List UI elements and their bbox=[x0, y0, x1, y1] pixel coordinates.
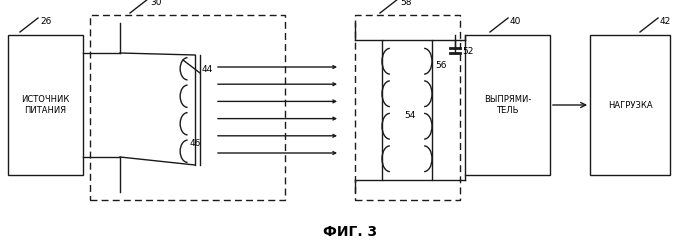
Text: ИСТОЧНИК
ПИТАНИЯ: ИСТОЧНИК ПИТАНИЯ bbox=[21, 95, 70, 115]
Bar bbox=[590, 35, 670, 175]
Text: 58: 58 bbox=[400, 0, 412, 7]
Text: 46: 46 bbox=[190, 138, 201, 148]
Text: 44: 44 bbox=[202, 64, 213, 74]
Bar bbox=[465, 35, 550, 175]
Text: 56: 56 bbox=[435, 61, 447, 70]
Text: ФИГ. 3: ФИГ. 3 bbox=[323, 225, 377, 239]
Text: ВЫПРЯМИ-
ТЕЛЬ: ВЫПРЯМИ- ТЕЛЬ bbox=[484, 95, 531, 115]
Text: 26: 26 bbox=[40, 17, 51, 26]
Bar bbox=[355, 15, 460, 200]
Text: 30: 30 bbox=[150, 0, 161, 7]
Bar bbox=[90, 15, 285, 200]
Bar bbox=[8, 35, 83, 175]
Text: 52: 52 bbox=[462, 47, 473, 57]
Bar bbox=[382, 40, 432, 180]
Text: НАГРУЗКА: НАГРУЗКА bbox=[607, 101, 652, 109]
Text: 42: 42 bbox=[660, 17, 671, 26]
Text: 40: 40 bbox=[510, 17, 521, 26]
Text: 54: 54 bbox=[404, 110, 416, 120]
